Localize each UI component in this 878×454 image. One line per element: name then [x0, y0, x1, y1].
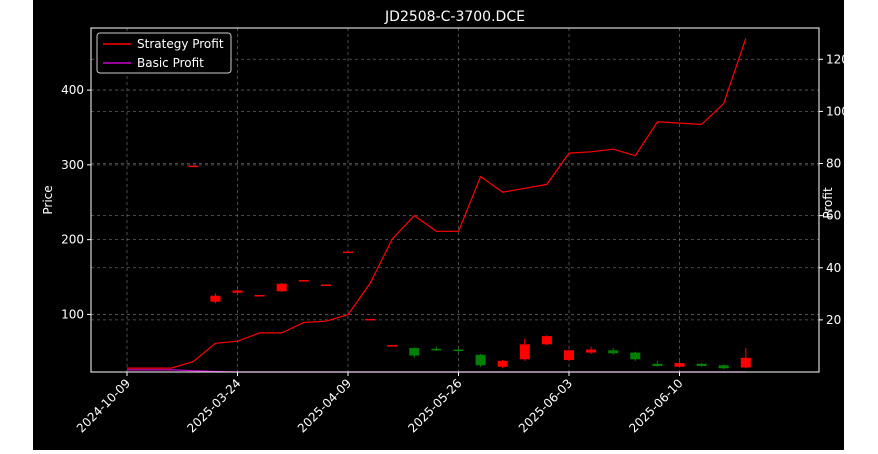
axis-layer: 2024-10-09 2025-03-24 2025-04-09 2025-05-26…: [61, 52, 849, 435]
candle-body: [210, 295, 221, 302]
candle-body: [586, 349, 597, 353]
x-tick-label: 2025-06-10: [626, 376, 685, 435]
candle-body: [232, 290, 243, 293]
candle-body: [320, 284, 331, 287]
y-tick-label-right: 60: [826, 209, 841, 223]
candle-body: [674, 363, 685, 367]
candle-body: [652, 363, 663, 367]
y-axis-left-label: Price: [41, 185, 55, 214]
strategy-profit-line: [127, 38, 747, 369]
legend-label-basic-profit: Basic Profit: [137, 56, 204, 70]
x-tick-label: 2025-03-24: [184, 376, 243, 435]
candle-body: [497, 360, 508, 367]
candle-body: [254, 294, 265, 297]
y-tick-label-right: 100: [826, 104, 844, 118]
candle-body: [365, 318, 376, 321]
chart-title: JD2508-C-3700.DCE: [384, 9, 525, 25]
y-tick-label-right: 40: [826, 261, 841, 275]
candle-layer: [188, 165, 751, 370]
line-layer: [127, 38, 747, 373]
chart-figure: 2024-10-09 2025-03-24 2025-04-09 2025-05-26…: [33, 0, 849, 450]
candle-body: [387, 345, 398, 347]
y-tick-label-right: 20: [826, 313, 841, 327]
candle-body: [541, 336, 552, 345]
legend: Strategy Profit Basic Profit: [96, 32, 232, 74]
y-tick-label-left: 100: [61, 307, 84, 321]
chart-svg: 2024-10-09 2025-03-24 2025-04-09 2025-05-26…: [41, 9, 849, 435]
candle-body: [431, 348, 442, 351]
candle-body: [718, 365, 729, 369]
candle-body: [519, 344, 530, 360]
y-tick-label-left: 200: [61, 233, 84, 247]
grid-layer: [91, 28, 819, 372]
plot-frame: [90, 27, 820, 373]
x-tick-label: 2024-10-09: [74, 376, 133, 435]
y-tick-label-right: 120: [826, 52, 844, 66]
x-tick-label: 2025-06-03: [516, 376, 575, 435]
y-axis-right-label: Profit: [821, 187, 835, 219]
y-tick-label-left: 400: [61, 83, 84, 97]
candle-body: [298, 280, 309, 282]
candle-body: [475, 354, 486, 366]
candle-body: [608, 350, 619, 354]
candle-body: [740, 357, 751, 368]
candle-body: [453, 349, 464, 352]
candle-body: [343, 251, 353, 254]
candle-body: [564, 350, 574, 361]
candle-body: [409, 348, 420, 356]
candle-body: [630, 352, 641, 360]
y-tick-label-left: 300: [61, 158, 84, 172]
candle-body: [276, 283, 287, 292]
candle-body: [188, 165, 199, 168]
y-tick-label-right: 80: [826, 157, 841, 171]
x-tick-label: 2025-04-09: [295, 376, 354, 435]
x-tick-label: 2025-05-26: [405, 376, 464, 435]
legend-label-strategy-profit: Strategy Profit: [137, 37, 224, 51]
candle-body: [696, 363, 707, 367]
